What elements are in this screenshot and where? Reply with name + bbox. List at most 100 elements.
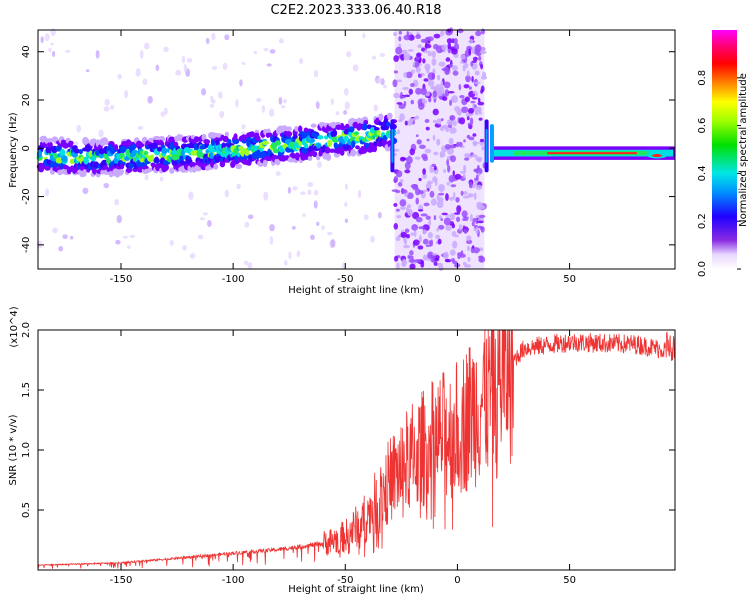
noise-blob <box>239 79 243 87</box>
noise-band-blob <box>418 226 425 230</box>
noise-band-blob <box>441 67 448 72</box>
ridge-blob <box>336 148 341 154</box>
noise-band-blob <box>455 197 460 203</box>
noise-band-blob <box>417 189 424 195</box>
flat-signal-end-core <box>652 154 663 158</box>
noise-blob <box>275 171 281 176</box>
noise-blob <box>382 84 387 89</box>
noise-band-blob <box>479 138 485 143</box>
noise-band-blob <box>481 146 485 151</box>
noise-band-blob <box>422 168 426 175</box>
noise-band-blob <box>448 144 457 149</box>
noise-blob <box>362 33 366 39</box>
noise-blob <box>50 42 54 46</box>
noise-blob <box>139 50 144 59</box>
noise-band-blob <box>443 251 449 260</box>
noise-band-blob <box>452 191 456 200</box>
noise-band-blob <box>423 202 430 207</box>
noise-band-blob <box>482 162 486 169</box>
colorbar-tick-label: 0.4 <box>697 165 708 181</box>
noise-band-blob <box>410 82 415 88</box>
noise-band-blob <box>449 114 456 121</box>
noise-band-blob <box>449 127 457 134</box>
noise-band-blob <box>460 54 466 60</box>
snr-y-ticks: 0.5 1.0 1.5 2.0 <box>21 322 675 518</box>
noise-band-blob <box>425 244 430 248</box>
noise-band-blob <box>467 256 471 262</box>
noise-band-blob <box>463 229 468 234</box>
noise-band-blob <box>450 184 457 188</box>
noise-band-blob <box>462 173 466 179</box>
snr-marks <box>37 329 676 569</box>
noise-band-blob <box>478 107 482 113</box>
noise-blob <box>175 69 182 76</box>
noise-band-blob <box>409 263 416 270</box>
noise-band-blob <box>428 240 432 247</box>
noise-band-blob <box>466 239 473 245</box>
noise-band-blob <box>399 95 406 99</box>
noise-blob <box>142 78 148 86</box>
ridge-blob <box>158 139 164 146</box>
x-tick-label: -100 <box>222 274 245 285</box>
ridge-blob <box>267 148 272 156</box>
noise-band-blob <box>415 87 422 95</box>
noise-band-blob <box>398 103 406 109</box>
noise-band-blob <box>439 95 444 99</box>
noise-band-blob <box>475 92 478 98</box>
noise-band-blob <box>464 62 469 69</box>
noise-band-blob <box>415 66 421 73</box>
noise-band-blob <box>456 141 460 148</box>
noise-band-blob <box>427 231 433 239</box>
noise-band-blob <box>449 249 456 256</box>
noise-band-blob <box>404 228 410 233</box>
ridge-blob <box>39 145 44 151</box>
noise-blob <box>222 62 228 70</box>
ridge-blob <box>47 141 53 149</box>
ridge-blob <box>386 112 393 120</box>
noise-band-blob <box>442 96 448 101</box>
x-tick-label: -150 <box>110 575 133 586</box>
noise-band-blob <box>481 75 488 80</box>
noise-blob <box>127 245 131 249</box>
noise-blob <box>313 189 319 196</box>
noise-band-blob <box>428 219 432 227</box>
colorbar-label: Normalized spectral amplitude <box>738 73 749 227</box>
noise-blob <box>48 47 52 53</box>
noise-blob <box>313 69 319 78</box>
noise-blob <box>116 214 122 224</box>
noise-blob <box>310 234 315 240</box>
ridge-blob <box>312 151 318 158</box>
noise-band-blob <box>416 52 422 57</box>
ridge-blob <box>147 155 155 163</box>
noise-band-blob <box>440 218 444 221</box>
noise-blob <box>370 235 375 243</box>
noise-band-blob <box>458 224 462 231</box>
flat-signal-start <box>489 124 494 163</box>
noise-blob <box>363 214 369 221</box>
colorbar-tick-label: 0.0 <box>697 261 708 277</box>
noise-blob <box>247 262 253 270</box>
noise-blob <box>189 253 196 259</box>
ridge-blob <box>193 136 200 143</box>
noise-band-blob <box>472 247 480 254</box>
snr-multiplier: (x10^4) <box>9 306 20 347</box>
noise-band-blob <box>460 190 464 196</box>
ridge-blob <box>73 148 81 154</box>
noise-band-blob <box>456 109 462 116</box>
heatmap-x-ticks: -150 -100 -50 0 50 <box>110 30 576 285</box>
noise-blob <box>76 124 82 133</box>
noise-blob <box>373 104 378 112</box>
noise-band-blob <box>432 108 439 116</box>
noise-blob <box>182 244 187 251</box>
noise-band-blob <box>407 254 411 259</box>
ridge-blob <box>114 144 119 151</box>
noise-band-blob <box>404 120 409 126</box>
ridge-blob <box>222 135 229 143</box>
noise-band-blob <box>444 143 451 150</box>
noise-band-blob <box>476 164 480 171</box>
ridge-blob <box>120 163 125 170</box>
noise-band-blob <box>395 236 401 242</box>
noise-blob <box>103 182 110 189</box>
noise-band-blob <box>475 174 479 180</box>
